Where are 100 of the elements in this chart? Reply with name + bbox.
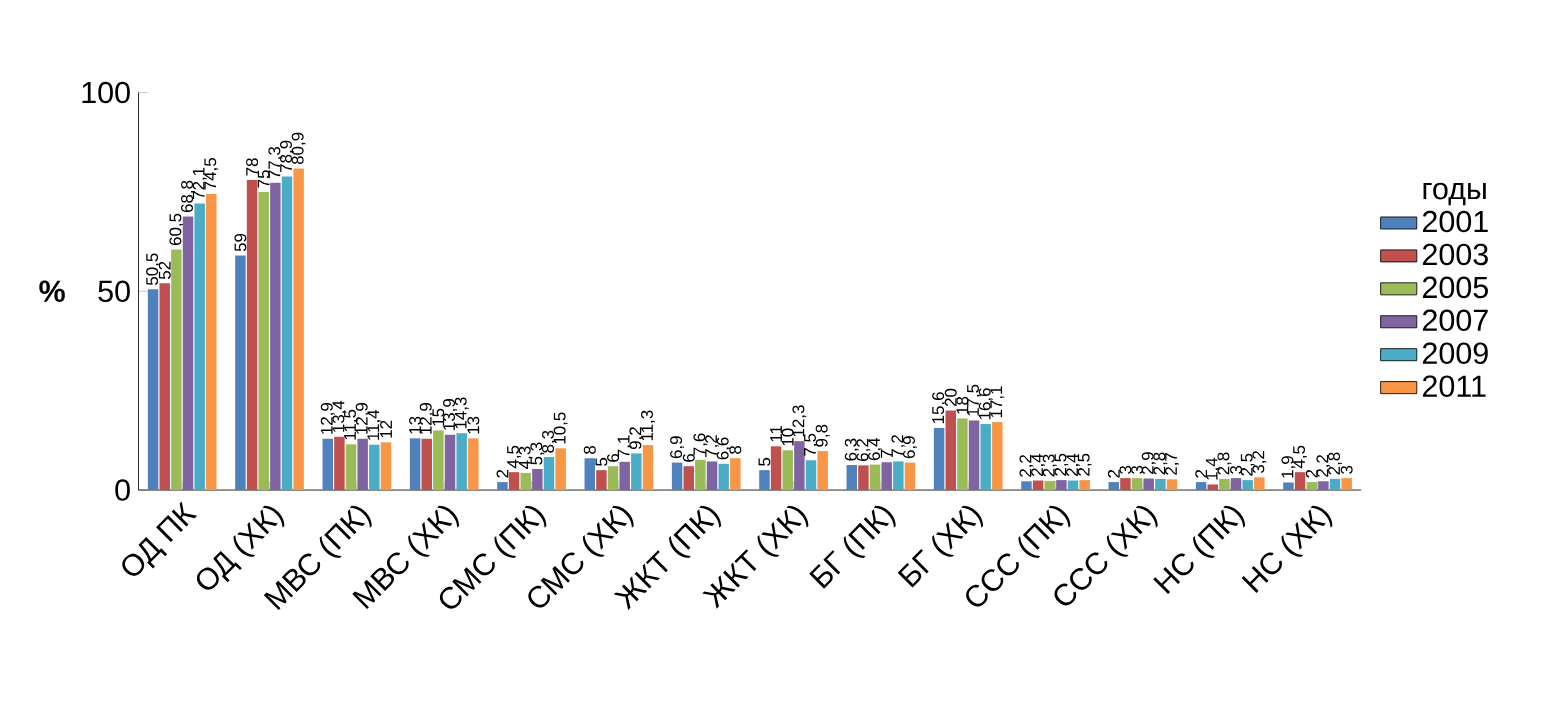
bar: [945, 410, 956, 491]
bar: [194, 203, 205, 491]
data-label: 12,9: [419, 403, 434, 434]
data-label: 8: [583, 446, 596, 454]
data-label: 60,5: [169, 213, 184, 246]
bar: [782, 450, 793, 491]
bar: [468, 438, 479, 491]
data-label: 52: [158, 261, 171, 280]
bar: [1166, 479, 1178, 491]
bar: [409, 438, 421, 491]
bar: [1067, 480, 1079, 491]
bar: [1294, 472, 1306, 491]
bar: [1219, 478, 1230, 491]
bar: [1329, 478, 1341, 491]
data-label: 7: [880, 450, 893, 458]
bar: [1032, 480, 1044, 491]
bar: [543, 457, 555, 491]
bar: [1207, 484, 1218, 491]
bar: [596, 470, 607, 491]
bar: [1131, 478, 1143, 491]
data-label: 3: [1340, 465, 1353, 474]
bar: [1108, 482, 1120, 491]
bar: [671, 462, 683, 491]
bar: [869, 464, 881, 491]
data-label: 11: [770, 425, 782, 442]
data-label: 2: [496, 469, 509, 478]
bar: [1021, 481, 1032, 491]
bar: [759, 470, 770, 491]
legend-label: 2005: [1422, 276, 1488, 299]
bar: [730, 458, 741, 491]
bar: [1283, 482, 1294, 491]
data-label: 12: [380, 420, 392, 438]
y-axis-title: %: [39, 280, 65, 303]
bar: [1044, 480, 1055, 491]
bar: [1254, 477, 1265, 491]
bar: [281, 176, 293, 491]
bar: [1195, 482, 1207, 491]
legend-label: 2007: [1422, 309, 1488, 332]
bar: [904, 462, 916, 491]
data-label: 5: [758, 457, 771, 466]
bar: [718, 463, 729, 491]
bar: [322, 438, 333, 491]
bar: [683, 466, 694, 491]
legend-label: 2011: [1422, 375, 1486, 397]
bar: [794, 441, 805, 491]
data-label: 2: [1107, 469, 1120, 478]
x-tick-label: ОД ПК: [122, 501, 198, 576]
data-label: 59: [234, 233, 247, 252]
bar: [805, 460, 817, 491]
bar: [933, 428, 945, 491]
bar: [334, 436, 345, 491]
bar: [858, 465, 869, 491]
bar: [433, 430, 444, 491]
bar: [1306, 482, 1317, 491]
bar: [619, 461, 630, 491]
data-label: 2: [1195, 469, 1208, 478]
data-label: 78: [246, 158, 259, 176]
bar: [421, 438, 432, 491]
legend-title: годы: [1423, 182, 1486, 206]
bar: [1242, 480, 1253, 491]
bar: [1056, 480, 1067, 491]
data-label: 3: [1119, 465, 1132, 474]
data-label: 75: [257, 170, 270, 188]
bar: [508, 472, 520, 491]
bar: [520, 472, 531, 491]
y-tick-label: 0: [115, 479, 130, 501]
bar: [968, 420, 980, 491]
bar: [893, 461, 904, 491]
bar: [1318, 481, 1329, 491]
bar: [881, 462, 892, 491]
bar: [706, 461, 718, 491]
bar: [631, 453, 642, 491]
bar: [182, 216, 194, 491]
bar: [497, 482, 508, 491]
bar: [1341, 478, 1352, 491]
bar: [1143, 478, 1154, 491]
legend-label: 2009: [1422, 342, 1488, 365]
bar: [846, 465, 858, 491]
bar: [957, 418, 968, 491]
bar: [293, 168, 304, 491]
bar: [817, 451, 828, 491]
bar: [171, 249, 182, 491]
bar: [532, 469, 543, 491]
data-label: 20: [944, 388, 957, 407]
bar: [584, 458, 595, 491]
bar: [246, 180, 258, 491]
bar: [444, 434, 456, 491]
bar: [1155, 478, 1166, 491]
legend-label: 2001: [1422, 210, 1488, 233]
bar: [555, 448, 566, 491]
bar: [607, 466, 619, 491]
bar: [345, 444, 357, 491]
data-label: 10: [781, 428, 794, 446]
data-label: 18: [956, 396, 969, 414]
bar: [992, 422, 1003, 491]
data-label: 6,9: [670, 436, 685, 459]
bar: [380, 442, 392, 491]
data-label: 8: [729, 446, 742, 454]
bar: [642, 445, 654, 491]
legend-label: 2003: [1422, 243, 1488, 266]
